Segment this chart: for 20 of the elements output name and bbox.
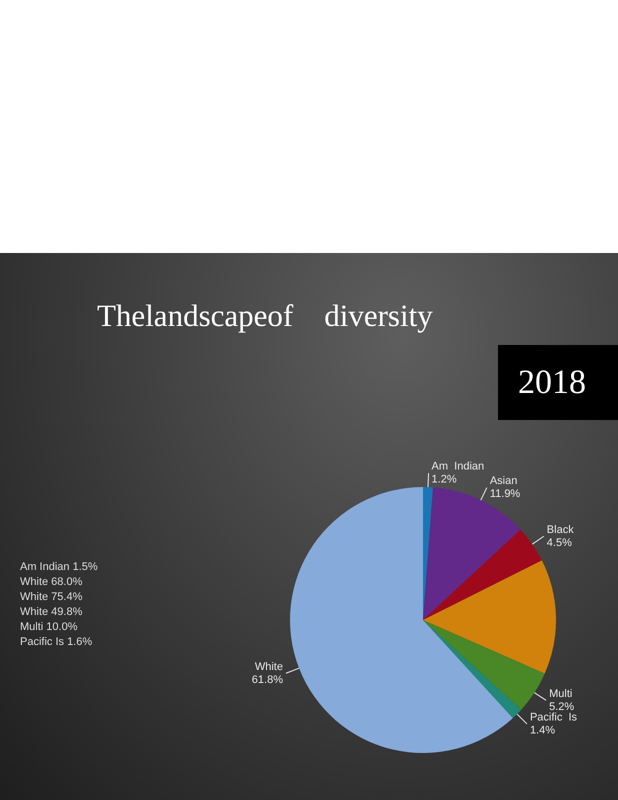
data-label: 11.9% (490, 488, 520, 500)
text: Multi 10.0% (20, 620, 78, 635)
slice-label: Black (546, 524, 574, 536)
chart-title: Thelandscapeof diversity (97, 298, 433, 334)
slice-label: Pacific Is (530, 711, 578, 724)
data-label: 1.2% (432, 474, 457, 486)
text: White 68.0% (20, 575, 84, 590)
data-label: 4.5% (546, 536, 572, 549)
data-label: 1.4% (530, 724, 556, 736)
slice-label: Am Indian (432, 460, 484, 473)
data-label: 5.2% (549, 700, 574, 713)
chart-subtitle: 2018 (498, 345, 618, 420)
text: White 75.4% (20, 590, 84, 605)
slice-label: Multi (549, 688, 572, 700)
data-label: 61.8% (252, 674, 284, 686)
text: Am Indian 1.5% (20, 560, 98, 575)
slice-label: Asian (490, 475, 518, 488)
text: Pacific Is 1.6% (20, 635, 94, 650)
slice-label: White (254, 660, 283, 673)
text: White 49.8% (20, 605, 84, 620)
